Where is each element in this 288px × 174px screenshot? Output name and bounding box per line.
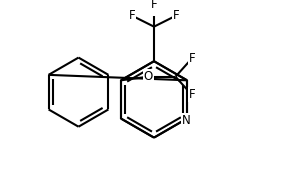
Text: F: F [189, 52, 195, 65]
Text: O: O [144, 70, 153, 83]
Text: N: N [182, 114, 191, 127]
Text: F: F [189, 88, 195, 101]
Text: F: F [129, 9, 135, 22]
Text: F: F [151, 0, 157, 11]
Text: F: F [173, 9, 179, 22]
